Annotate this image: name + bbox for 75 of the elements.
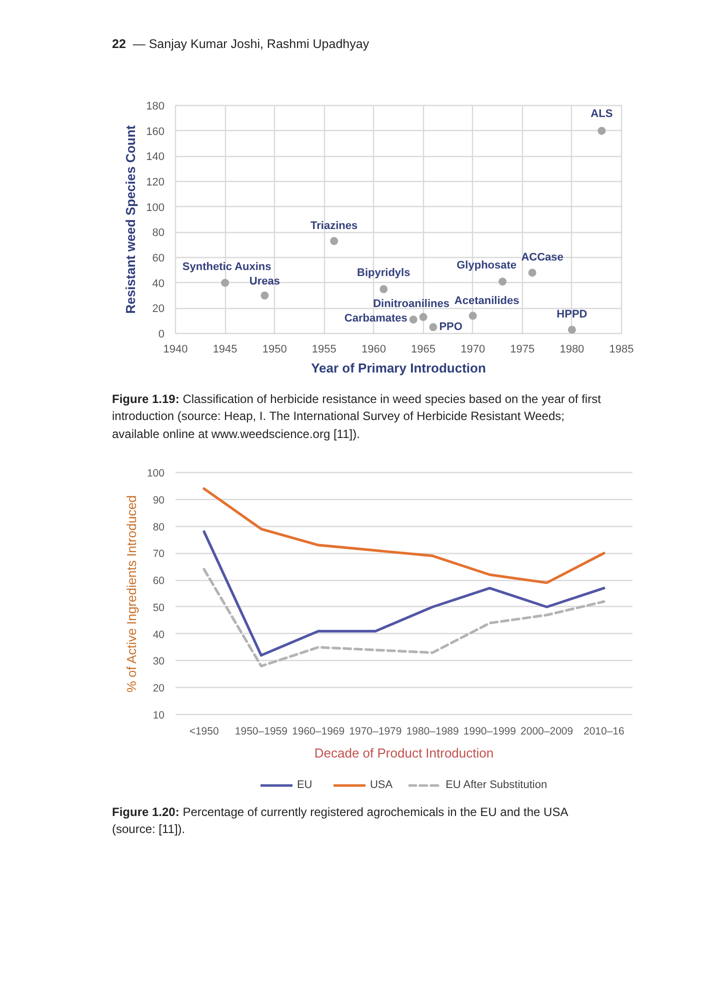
legend-label: EU bbox=[296, 779, 314, 791]
y-tick-label: 50 bbox=[152, 602, 165, 614]
point bbox=[429, 323, 438, 332]
x-tick-label: 1980–1989 bbox=[406, 726, 459, 738]
y-tick-label: 90 bbox=[152, 494, 165, 506]
annotation: ACCase bbox=[521, 252, 564, 264]
y-tick-label: 100 bbox=[146, 202, 165, 214]
y-tick-label: 120 bbox=[146, 176, 165, 188]
annotation: PPO bbox=[439, 321, 463, 334]
point bbox=[330, 237, 338, 246]
x-tick-label: 1955 bbox=[312, 344, 336, 356]
y-tick-label: 80 bbox=[152, 227, 165, 240]
point bbox=[409, 316, 418, 324]
line-series bbox=[202, 487, 606, 584]
y-tick-label: 160 bbox=[146, 126, 165, 138]
line-series bbox=[202, 568, 606, 668]
annotation: HPPD bbox=[556, 308, 588, 321]
annotation: Carbamates bbox=[344, 312, 408, 325]
x-tick-label: 1940 bbox=[163, 344, 188, 356]
point bbox=[419, 313, 428, 322]
point bbox=[598, 126, 606, 135]
y-axis-title: % of Active Ingredients Introduced bbox=[124, 495, 139, 692]
y-tick-label: 0 bbox=[158, 328, 165, 340]
x-tick-label: 1960 bbox=[361, 344, 386, 356]
y-tick-label: 20 bbox=[152, 682, 165, 695]
x-tick-label: 1950 bbox=[262, 344, 287, 356]
y-tick-label: 70 bbox=[152, 548, 165, 560]
y-tick-label: 60 bbox=[152, 575, 165, 588]
x-axis-title: Decade of Product Introduction bbox=[314, 746, 494, 760]
y-tick-label: 20 bbox=[152, 303, 165, 316]
y-tick-label: 100 bbox=[146, 468, 165, 480]
text: 22 — Sanjay Kumar Joshi, Rashmi Upadhyay bbox=[112, 36, 370, 53]
y-tick-label: 10 bbox=[152, 710, 165, 722]
legend-label: EU After Substitution bbox=[446, 779, 548, 791]
x-tick-label: 1975 bbox=[510, 344, 535, 356]
y-tick-label: 140 bbox=[146, 151, 165, 164]
y-tick-label: 80 bbox=[152, 521, 165, 534]
legend-label: USA bbox=[370, 779, 393, 791]
x-tick-label: 1970 bbox=[460, 344, 486, 356]
point bbox=[468, 312, 477, 320]
point bbox=[380, 285, 388, 294]
point bbox=[221, 278, 230, 287]
point bbox=[260, 292, 269, 300]
x-tick-label: 2010–16 bbox=[584, 726, 625, 738]
annotation: Synthetic Auxins bbox=[182, 260, 272, 273]
y-axis-title: Resistant weed Species Count bbox=[123, 124, 138, 314]
x-tick-label: 1965 bbox=[411, 344, 436, 356]
caption: Figure 1.19: Classification of herbicide resistance in weed species based on the year of first introduction (source: Heap, I. The International Survey of Herbicide Resistant Weeds; available online at www.weedscience.org [11]). bbox=[112, 391, 602, 443]
annotation: ALS bbox=[590, 108, 613, 120]
annotation: Acetanilides bbox=[454, 294, 520, 307]
annotation: Bipyridyls bbox=[357, 267, 410, 280]
x-tick-label: 2000–2009 bbox=[520, 726, 574, 738]
x-tick-label: 1960–1969 bbox=[292, 726, 345, 738]
y-tick-label: 30 bbox=[152, 656, 165, 668]
x-tick-label: 1970–1979 bbox=[349, 726, 402, 738]
x-tick-label: 1985 bbox=[609, 344, 634, 356]
y-tick-label: 40 bbox=[152, 278, 165, 290]
annotation: Ureas bbox=[249, 276, 280, 288]
caption: Figure 1.20: Percentage of currently registered agrochemicals in the EU and the USA (source: [11]). bbox=[112, 804, 570, 838]
line-series bbox=[202, 530, 606, 657]
point bbox=[528, 268, 536, 277]
x-tick-label: <1950 bbox=[189, 726, 219, 738]
x-tick-label: 1945 bbox=[212, 344, 238, 356]
annotation: Glyphosate bbox=[456, 260, 517, 272]
y-tick-label: 180 bbox=[146, 100, 165, 112]
point bbox=[498, 278, 507, 286]
x-tick-label: 1990–1999 bbox=[463, 726, 516, 738]
x-tick-label: 1950–1959 bbox=[234, 726, 288, 738]
annotation: Triazines bbox=[310, 220, 358, 232]
annotation: Dinitroanilines bbox=[373, 298, 450, 310]
point bbox=[568, 326, 576, 334]
x-tick-label: 1980 bbox=[560, 344, 584, 356]
y-tick-label: 40 bbox=[152, 628, 165, 641]
y-tick-label: 60 bbox=[152, 252, 165, 264]
x-axis-title: Year of Primary Introduction bbox=[311, 360, 486, 376]
